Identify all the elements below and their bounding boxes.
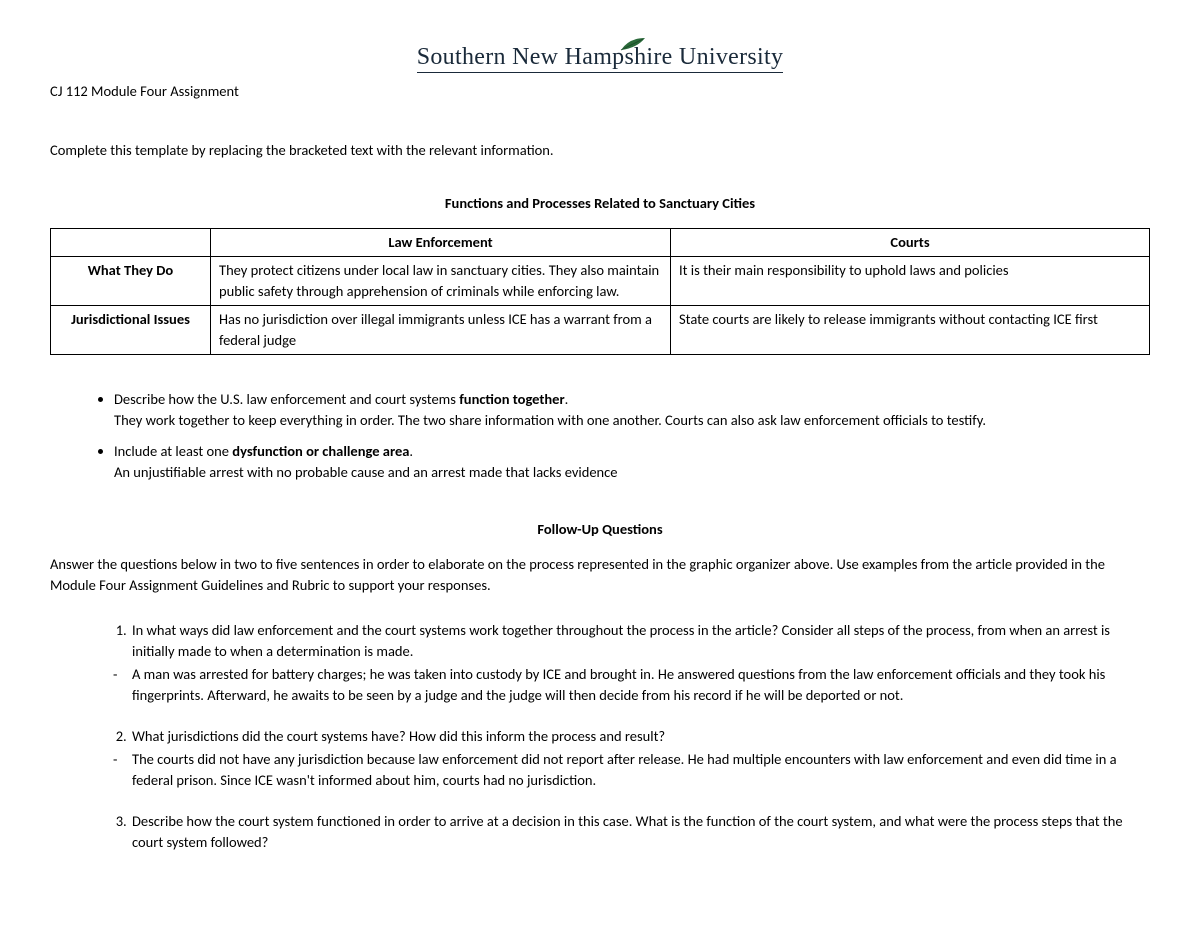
leaf-icon [619,28,647,63]
header-courts: Courts [671,228,1150,256]
logo-text-left: Southern New Hamps [417,44,634,70]
header-law-enforcement: Law Enforcement [211,228,671,256]
cell-what-courts: It is their main responsibility to uphol… [671,256,1150,305]
b1-post: . [565,390,569,408]
row-jurisdictional-label: Jurisdictional Issues [51,305,211,354]
cell-juris-law: Has no jurisdiction over illegal immigra… [211,305,671,354]
q2-text: What jurisdictions did the court systems… [132,727,665,745]
q1-answer: A man was arrested for battery charges; … [132,664,1150,706]
bullet-1-answer: They work together to keep everything in… [114,411,986,429]
logo-underline [417,72,784,73]
row-what-they-do-label: What They Do [51,256,211,305]
bullet-1-prompt: Describe how the U.S. law enforcement an… [114,390,568,408]
bullet-2: Include at least one dysfunction or chal… [114,441,1150,483]
b1-pre: Describe how the U.S. law enforcement an… [114,390,459,408]
bullet-1: Describe how the U.S. law enforcement an… [114,389,1150,431]
cell-what-law: They protect citizens under local law in… [211,256,671,305]
question-2: What jurisdictions did the court systems… [130,726,1150,791]
table-heading: Functions and Processes Related to Sanct… [50,193,1150,214]
question-3: Describe how the court system functioned… [130,811,1150,853]
logo-text-right: ire University [646,44,783,70]
functions-table: Law Enforcement Courts What They Do They… [50,228,1150,355]
b2-bold: dysfunction or challenge area [232,442,409,460]
university-logo: Southern New Hampshire University [417,40,784,73]
followup-heading: Follow-Up Questions [50,519,1150,540]
followup-intro: Answer the questions below in two to fiv… [50,554,1150,596]
bullet-2-answer: An unjustifiable arrest with no probable… [114,463,618,481]
q3-text: Describe how the court system functioned… [132,812,1123,851]
cell-juris-courts: State courts are likely to release immig… [671,305,1150,354]
bullet-2-prompt: Include at least one dysfunction or chal… [114,442,413,460]
table-corner [51,228,211,256]
b2-post: . [409,442,413,460]
instruction-text: Complete this template by replacing the … [50,140,1150,161]
assignment-title: CJ 112 Module Four Assignment [50,81,1150,102]
q1-text: In what ways did law enforcement and the… [132,621,1110,660]
describe-bullets: Describe how the U.S. law enforcement an… [114,389,1150,483]
logo-block: Southern New Hampshire University [50,40,1150,73]
b2-pre: Include at least one [114,442,232,460]
q2-answer: The courts did not have any jurisdiction… [132,749,1150,791]
followup-questions: In what ways did law enforcement and the… [130,620,1150,853]
question-1: In what ways did law enforcement and the… [130,620,1150,706]
b1-bold: function together [459,390,564,408]
